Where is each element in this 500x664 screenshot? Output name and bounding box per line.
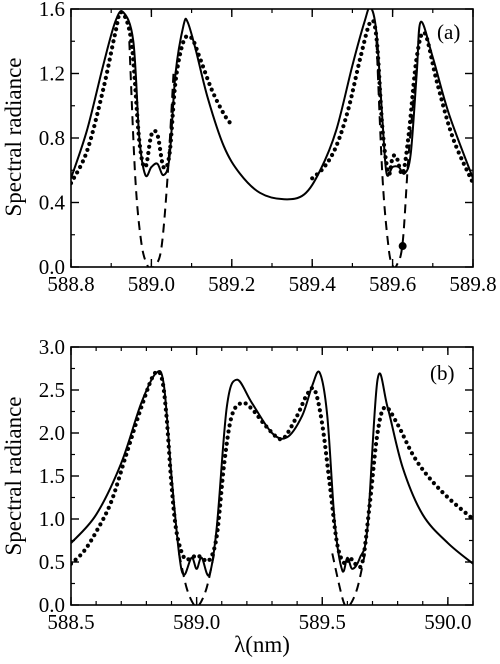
x-tick-label: 588.5 [47,610,94,634]
y-tick-label: 1.0 [39,507,65,531]
x-tick-label: 588.8 [47,272,94,296]
y-tick-label: 2.5 [39,378,65,402]
series-dotted-line [71,369,473,570]
y-tick-label: 3.0 [39,335,65,359]
panel-a: 588.8 589.0 589.2 589.4 589.6 589.8 0.0 0.4 0.8… [1,0,497,296]
series-dotted-line [310,18,473,186]
y-tick-label: 1.2 [39,62,65,86]
panel-a-ticks [70,8,474,268]
plot-area [71,9,473,267]
series-dashed-line [178,553,216,605]
y-tick-label: 1.6 [39,0,65,21]
x-tick-label: 589.0 [128,272,175,296]
x-tick-label: 589.4 [289,272,337,296]
x-tick-label: 589.5 [299,610,346,634]
panel-b-x-tick-labels: 588.5 589.0 589.5 590.0 [47,610,471,634]
y-tick-label: 0.5 [39,550,65,574]
x-tick-label: 589.6 [369,272,416,296]
panel-b: 588.5 589.0 589.5 590.0 0.0 0.5 1.0 1.5 2.0 2.5 3… [1,335,474,657]
panel-b-label: (b) [430,361,455,385]
y-tick-label: 0.4 [39,191,66,215]
series-dashed-line [128,41,175,267]
panel-b-ticks [70,346,474,606]
y-tick-label: 1.5 [39,464,65,488]
panel-b-y-axis-label: Spectral radiance [1,397,26,556]
x-tick-label: 589.2 [208,272,255,296]
x-tick-label: 589.8 [449,272,496,296]
panel-a-series [71,9,473,267]
y-tick-label: 0.0 [39,255,65,279]
series-dashed-line [375,41,418,267]
panel-a-y-axis-label: Spectral radiance [1,58,26,217]
y-tick-label: 2.0 [39,421,65,445]
y-tick-label: 0.0 [39,593,65,617]
x-tick-label: 590.0 [424,610,471,634]
panel-b-x-axis-label: λ(nm) [234,632,290,657]
panel-b-series [71,369,473,605]
panel-a-y-tick-labels: 0.0 0.4 0.8 1.2 1.6 [39,0,66,279]
plot-area [71,369,473,605]
series-dashed-line [331,553,366,605]
panel-a-x-tick-labels: 588.8 589.0 589.2 589.4 589.6 589.8 [47,272,496,296]
panel-a-label: (a) [437,20,460,44]
panel-b-frame [70,346,474,606]
y-tick-label: 0.8 [39,126,65,150]
panel-b-y-tick-labels: 0.0 0.5 1.0 1.5 2.0 2.5 3.0 [39,335,65,617]
series-solid-line [71,370,473,577]
x-tick-label: 589.0 [173,610,220,634]
series-dotted-line [71,10,234,186]
series-dot [398,242,407,251]
